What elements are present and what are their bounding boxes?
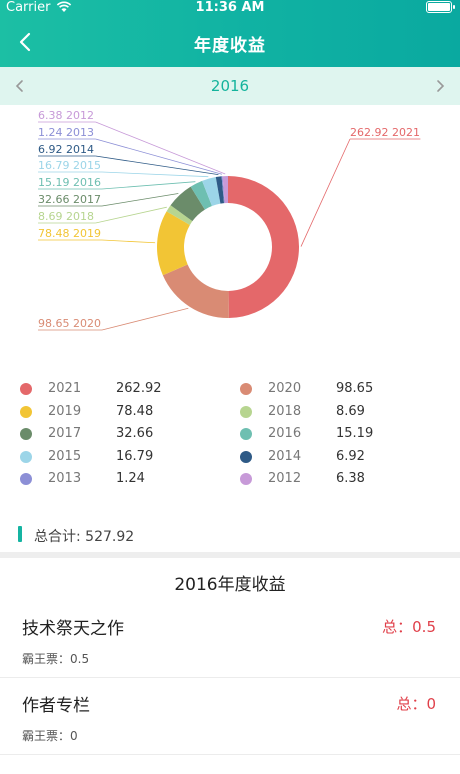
work-total: 总：0.5 — [382, 618, 436, 636]
legend-item-2021: 2021 262.92 — [20, 380, 220, 402]
legend-year: 2016 — [268, 426, 302, 441]
selected-year: 2016 — [210, 77, 250, 95]
legend-item-2012: 2012 6.38 — [240, 470, 440, 492]
year-selector: 2016 — [0, 67, 460, 105]
legend-item-2016: 2016 15.19 — [240, 425, 440, 447]
legend-year: 2014 — [268, 448, 302, 464]
legend-dot — [20, 428, 32, 440]
legend-value: 6.38 — [336, 471, 365, 486]
leader-line-2018 — [95, 206, 167, 224]
carrier-label: Carrier — [6, 0, 51, 15]
battery-icon — [426, 1, 455, 13]
chevron-left-icon[interactable] — [10, 76, 30, 96]
slice-2017[interactable] — [170, 186, 205, 222]
legend-dot — [20, 473, 32, 485]
slice-2019[interactable] — [157, 211, 190, 276]
legend-item-2019: 2019 78.48 — [20, 403, 220, 425]
total-accent-bar — [18, 526, 22, 542]
legend-year: 2013 — [48, 471, 82, 486]
section-divider — [0, 552, 460, 558]
slice-label-2015: 16.79 2015 — [38, 159, 101, 172]
slice-2012[interactable] — [222, 176, 228, 204]
slice-label-2013: 1.24 2013 — [38, 126, 94, 139]
legend-value: 32.66 — [116, 426, 154, 441]
legend-year: 2020 — [268, 381, 302, 396]
slice-label-2014: 6.92 2014 — [38, 143, 94, 156]
slice-label-2019: 78.48 2019 — [38, 227, 101, 240]
slice-2021[interactable] — [228, 176, 300, 318]
header: Carrier 11:36 AM 年度收益 — [0, 0, 460, 67]
legend-value: 16.79 — [116, 448, 154, 464]
slice-2018[interactable] — [166, 205, 193, 225]
slice-label-2020: 98.65 2020 — [38, 317, 101, 330]
slice-2016[interactable] — [190, 180, 212, 210]
work-ticket-count: 霸王票：0.5 — [22, 652, 90, 666]
legend-item-2013: 2013 1.24 — [20, 470, 220, 492]
clock: 11:36 AM — [195, 0, 265, 15]
work-total: 总：0 — [396, 695, 436, 713]
page-title: 年度收益 — [194, 36, 266, 56]
legend-item-2020: 2020 98.65 — [240, 380, 440, 402]
legend-item-2014: 2014 6.92 — [240, 448, 440, 470]
legend-value: 15.19 — [336, 426, 374, 441]
leader-line-2014 — [95, 155, 219, 176]
legend-value: 6.92 — [336, 448, 365, 464]
legend-year: 2015 — [48, 448, 82, 464]
legend-value: 1.24 — [116, 471, 145, 486]
earnings-donut-chart: 6.38 2012 1.24 2013 6.92 2014 16.79 2015 15.… — [38, 109, 421, 331]
leader-line-2019 — [101, 239, 156, 244]
section-title: 2016年度收益 — [174, 575, 286, 595]
legend-year: 2012 — [268, 471, 302, 486]
chevron-right-icon[interactable] — [430, 76, 450, 96]
work-ticket-count: 霸王票：0 — [22, 729, 78, 743]
slice-2013[interactable] — [221, 176, 225, 204]
legend-year: 2019 — [48, 403, 82, 419]
slice-label-2012: 6.38 2012 — [38, 109, 94, 122]
slice-2014[interactable] — [215, 176, 225, 204]
total-amount: 总合计: 527.92 — [34, 529, 135, 545]
legend-year: 2018 — [268, 403, 302, 419]
leader-line-2016 — [101, 181, 196, 190]
legend-value: 98.65 — [336, 381, 374, 396]
slice-label-2016: 15.19 2016 — [38, 176, 101, 189]
work-name: 技术祭天之作 — [22, 619, 124, 639]
leader-line-2013 — [95, 138, 223, 175]
slice-label-2017: 32.66 2017 — [38, 193, 101, 206]
legend-dot — [240, 383, 252, 395]
legend-dot — [20, 383, 32, 395]
legend-dot — [240, 473, 252, 485]
leader-line-2017 — [101, 193, 179, 207]
leader-line-2012 — [95, 121, 226, 175]
legend-year: 2021 — [48, 381, 82, 396]
leader-line-2021 — [300, 138, 351, 247]
status-bar: Carrier 11:36 AM — [0, 0, 460, 18]
legend-item-2017: 2017 32.66 — [20, 425, 220, 447]
legend-value: 8.69 — [336, 403, 365, 419]
slice-label-2021: 262.92 2021 — [350, 126, 420, 139]
legend-value: 262.92 — [116, 381, 162, 396]
legend-year: 2017 — [48, 426, 82, 441]
legend-dot — [20, 405, 32, 418]
legend-dot — [240, 428, 252, 440]
legend-dot — [240, 405, 252, 418]
legend-dot — [240, 450, 252, 463]
legend-dot — [20, 450, 32, 463]
back-icon[interactable] — [14, 30, 38, 54]
legend-item-2018: 2018 8.69 — [240, 403, 440, 425]
work-row[interactable]: 作者专栏 总：0 霸王票：0 — [0, 679, 460, 755]
work-name: 作者专栏 — [22, 696, 90, 716]
leader-line-2015 — [101, 171, 209, 178]
leader-line-2020 — [101, 307, 189, 331]
slice-label-2018: 8.69 2018 — [38, 210, 94, 223]
slice-2020[interactable] — [162, 264, 229, 318]
legend-value: 78.48 — [116, 403, 154, 419]
work-row[interactable]: 技术祭天之作 总：0.5 霸王票：0.5 — [0, 602, 460, 678]
slice-2015[interactable] — [202, 177, 221, 207]
legend-item-2015: 2015 16.79 — [20, 448, 220, 470]
wifi-icon — [56, 1, 72, 12]
